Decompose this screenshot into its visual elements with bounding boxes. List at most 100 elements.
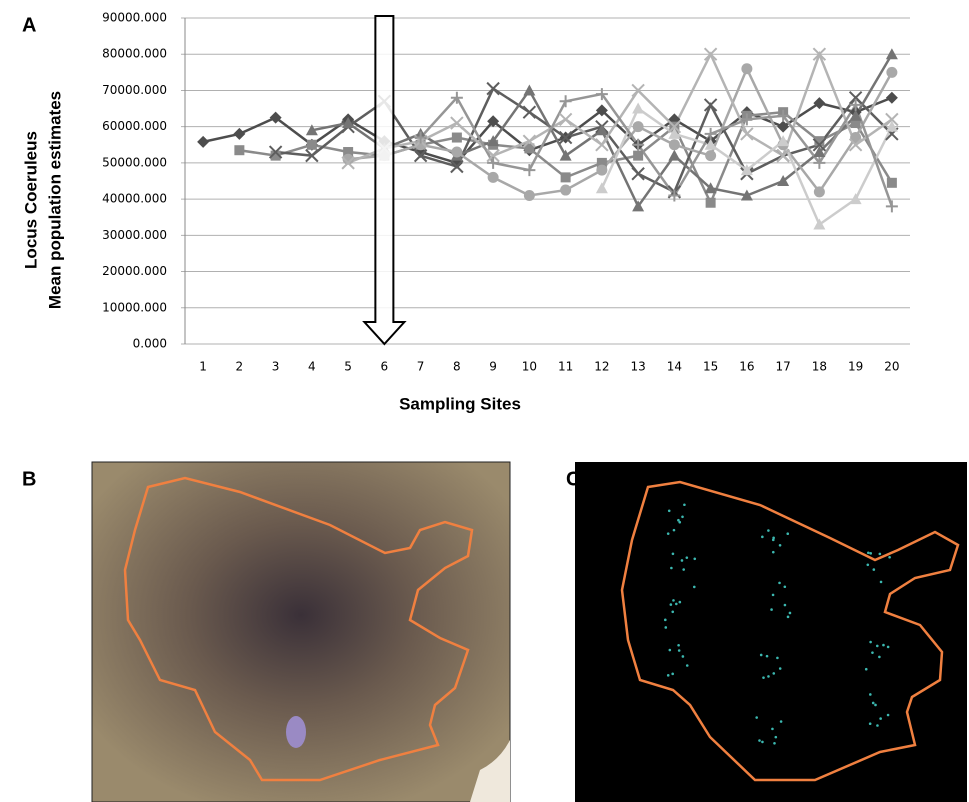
marker (886, 66, 898, 78)
cell-dot (666, 674, 670, 677)
marker (813, 146, 826, 158)
cell-dot (773, 742, 776, 745)
marker (848, 90, 863, 105)
marker (812, 138, 827, 152)
cell-dot (783, 603, 787, 607)
cell-dot (664, 618, 667, 622)
marker (814, 136, 825, 147)
x-tick-label: 5 (344, 360, 352, 374)
x-tick-label: 4 (308, 360, 316, 374)
marker (885, 112, 899, 127)
marker (813, 186, 825, 198)
marker (522, 105, 537, 119)
cell-dot (778, 543, 782, 547)
cell-dot (675, 602, 678, 606)
marker (740, 127, 754, 141)
marker (632, 121, 644, 133)
cell-dot (672, 528, 676, 532)
marker (850, 118, 861, 129)
marker (705, 150, 717, 162)
cell-dot (788, 611, 792, 615)
marker (450, 91, 463, 104)
y-tick-label: 90000.000 (102, 11, 167, 25)
cell-dot (864, 667, 868, 671)
marker (776, 148, 790, 163)
x-tick-label: 7 (417, 360, 425, 374)
y-tick-label: 0.000 (133, 337, 167, 351)
cell-dot (879, 580, 883, 584)
marker (777, 109, 790, 122)
y-tick-label: 10000.000 (102, 300, 167, 314)
cell-dot (762, 676, 765, 679)
y-tick-label: 60000.000 (102, 119, 167, 133)
marker (668, 189, 681, 202)
cell-dot (876, 724, 879, 727)
cell-dot (680, 559, 684, 562)
cell-dot (869, 640, 872, 644)
marker (558, 130, 573, 145)
x-tick-label: 6 (381, 360, 389, 374)
marker (885, 120, 898, 132)
cell-dot (869, 693, 872, 696)
cell-dot (761, 740, 764, 744)
marker (849, 193, 862, 205)
marker (342, 117, 355, 129)
marker (668, 139, 680, 151)
marker (450, 116, 464, 130)
marker (632, 102, 645, 114)
marker (705, 197, 716, 208)
cell-dot (767, 529, 770, 532)
x-tick-label: 8 (453, 360, 461, 374)
cell-dot (779, 720, 783, 723)
marker (560, 172, 571, 183)
x-tick-label: 17 (775, 360, 790, 374)
cell-dot (871, 701, 875, 705)
marker (849, 109, 862, 121)
cell-dot (683, 503, 686, 507)
marker (631, 83, 645, 98)
cell-dot (672, 599, 675, 602)
x-tick-label: 19 (848, 360, 863, 374)
x-axis-title: Sampling Sites (399, 394, 521, 413)
cell-dot (692, 585, 696, 589)
marker (740, 164, 753, 176)
cell-dot (871, 651, 874, 654)
cell-dot (671, 552, 675, 556)
cell-dot (872, 568, 876, 571)
marker (268, 145, 283, 159)
cell-dot (771, 538, 775, 542)
marker (885, 200, 898, 213)
marker (777, 120, 790, 133)
marker (595, 88, 608, 101)
cell-dot (772, 536, 775, 540)
x-tick-label: 16 (739, 360, 754, 374)
marker (414, 131, 427, 144)
marker (595, 182, 608, 194)
marker (558, 112, 573, 127)
marker (524, 143, 535, 154)
cell-dot (677, 518, 680, 522)
cell-dot (886, 713, 890, 717)
marker (487, 156, 500, 169)
marker (777, 175, 790, 186)
cell-dot (778, 667, 782, 670)
marker (523, 164, 536, 177)
marker (487, 115, 500, 128)
marker (667, 119, 682, 134)
marker (885, 48, 898, 60)
cell-dot (677, 649, 681, 652)
marker (305, 124, 318, 136)
cell-dot (866, 563, 870, 567)
cell-dot (765, 654, 769, 658)
cell-dot (666, 532, 670, 535)
marker (777, 135, 790, 147)
marker (415, 139, 427, 151)
marker (523, 189, 535, 201)
marker (668, 149, 681, 161)
micrograph-c (575, 462, 967, 802)
marker (487, 135, 500, 147)
x-tick-label: 9 (489, 360, 497, 374)
cell-dot (678, 600, 682, 604)
marker (595, 138, 609, 152)
